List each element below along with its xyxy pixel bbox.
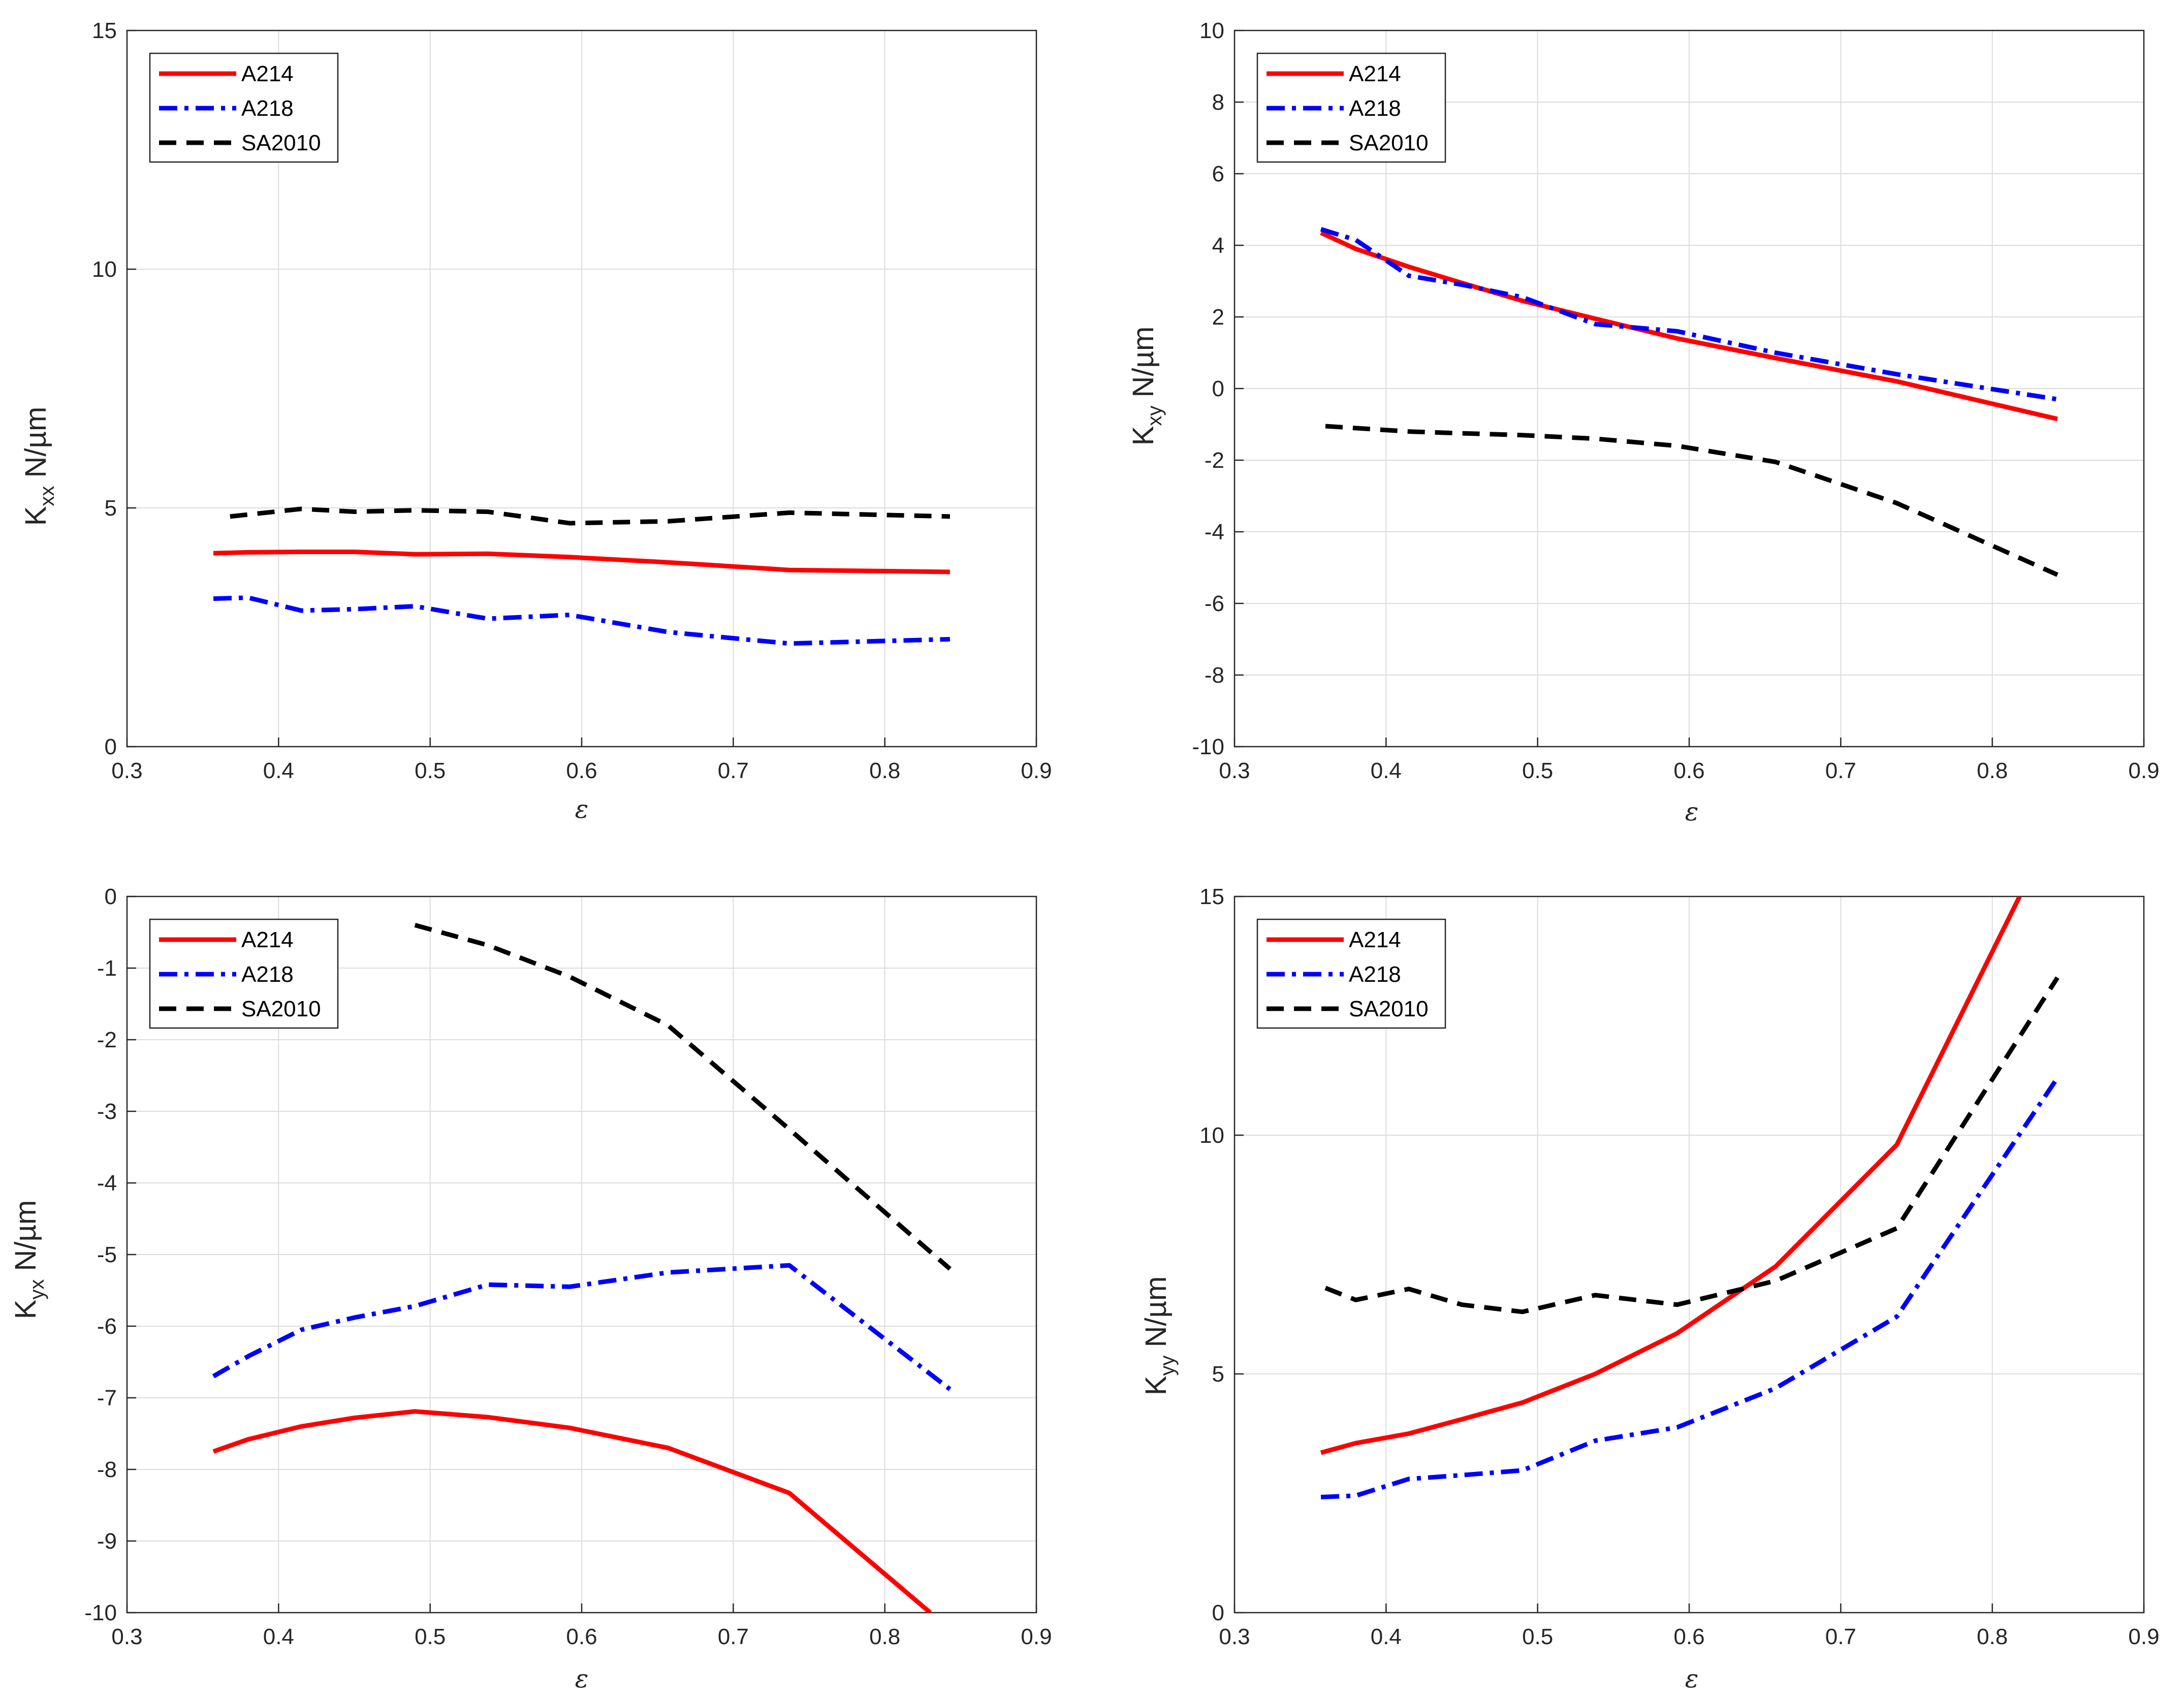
x-tick-label: 0.6 [566, 758, 597, 783]
x-tick-label: 0.5 [1522, 1624, 1553, 1649]
x-tick-label: 0.8 [1977, 1624, 2008, 1649]
x-tick-label: 0.5 [415, 1624, 446, 1649]
y-tick-label: 0 [1212, 1600, 1224, 1625]
ylabel-kxy: Kxy N/µm [1127, 327, 1166, 446]
xlabel-kxy: ε [1685, 797, 1699, 826]
y-tick-label: 15 [1199, 884, 1224, 909]
y-tick-label: -2 [1205, 448, 1224, 473]
x-tick-label: 0.6 [1673, 1624, 1704, 1649]
series-line-a214 [1320, 231, 2058, 422]
y-tick-label: -8 [1205, 663, 1224, 688]
y-tick-label: 10 [1199, 1123, 1224, 1148]
y-tick-label: -6 [97, 1314, 117, 1339]
x-tick-label: 0.4 [1371, 758, 1402, 783]
series-line-a218 [213, 595, 951, 646]
legend-label-a218: A218 [241, 962, 294, 987]
y-tick-label: -10 [1192, 734, 1224, 759]
y-tick-label: 5 [105, 496, 117, 521]
y-tick-label: 4 [1212, 233, 1224, 258]
xlabel-kyx: ε [575, 1664, 589, 1693]
series-line-sa2010 [230, 506, 951, 526]
y-tick-label: 6 [1212, 162, 1224, 186]
x-tick-label: 0.8 [869, 1624, 900, 1649]
x-tick-label: 0.5 [415, 758, 446, 783]
x-tick-label: 0.7 [718, 1624, 749, 1649]
subplot-kyy: Kyy N/µm ε 0.3 0.4 0.5 0.6 0.7 0.8 0.9 0 5 10 15 A2… [1140, 884, 2160, 1693]
y-tick-label: 2 [1212, 305, 1224, 330]
y-tick-label: -5 [97, 1242, 117, 1267]
legend-label-sa2010: SA2010 [1349, 997, 1429, 1021]
series-line-sa2010 [414, 923, 952, 1271]
legend-kyy: A214 A218 SA2010 [1256, 918, 1446, 1029]
x-tick-label: 0.3 [111, 1624, 142, 1649]
legend-label-sa2010: SA2010 [241, 131, 321, 155]
legend-label-sa2010: SA2010 [241, 997, 321, 1021]
subplot-kyx: Kyx N/µm ε 0.3 0.4 0.5 0.6 0.7 0.8 0.9-10-9-8-… [9, 884, 1052, 1693]
x-tick-label: 0.6 [566, 1624, 597, 1649]
series-line-a214 [1320, 896, 2022, 1455]
y-tick-label: -6 [1205, 591, 1224, 616]
y-tick-label: 10 [1199, 18, 1224, 43]
x-tick-label: 0.9 [1021, 758, 1052, 783]
x-tick-label: 0.7 [1825, 1624, 1856, 1649]
y-tick-label: 8 [1212, 90, 1224, 115]
x-tick-label: 0.9 [1021, 1624, 1052, 1649]
legend-kxy: A214 A218 SA2010 [1256, 52, 1446, 163]
x-tick-label: 0.3 [111, 758, 142, 783]
legend-label-sa2010: SA2010 [1349, 131, 1429, 155]
ylabel-kyy: Kyy N/µm [1140, 1276, 1179, 1396]
x-tick-label: 0.9 [2128, 1624, 2159, 1649]
legend-kyx: A214 A218 SA2010 [149, 918, 339, 1029]
legend-label-a214: A214 [1349, 927, 1401, 952]
series-line-a214 [212, 1409, 932, 1613]
y-tick-label: -9 [97, 1529, 117, 1554]
xlabel-kyy: ε [1685, 1664, 1699, 1693]
y-tick-label: 5 [1212, 1362, 1224, 1387]
x-tick-label: 0.4 [1371, 1624, 1402, 1649]
y-tick-label: -1 [97, 956, 117, 981]
x-tick-label: 0.3 [1219, 1624, 1250, 1649]
legend-label-a218: A218 [241, 96, 294, 121]
legend-label-a218: A218 [1349, 96, 1401, 121]
y-tick-label: 15 [92, 18, 117, 43]
legend-label-a214: A214 [1349, 61, 1401, 86]
x-tick-label: 0.4 [263, 1624, 294, 1649]
x-tick-label: 0.7 [1825, 758, 1856, 783]
y-tick-label: 0 [105, 884, 117, 909]
y-tick-label: 0 [1212, 376, 1224, 401]
y-tick-label: -10 [84, 1600, 117, 1625]
series-line-sa2010 [1325, 424, 2059, 577]
ylabel-kyx: Kyx N/µm [9, 1200, 48, 1320]
x-tick-label: 0.9 [2128, 758, 2159, 783]
x-tick-label: 0.3 [1219, 758, 1250, 783]
series-line-a218 [1320, 227, 2058, 402]
legend-kxx: A214 A218 SA2010 [149, 52, 339, 163]
y-tick-label: -4 [97, 1171, 117, 1196]
series-line-a218 [1320, 1076, 2060, 1499]
y-tick-label: -7 [97, 1386, 117, 1410]
series-line-sa2010 [1324, 976, 2060, 1314]
y-tick-label: -8 [97, 1457, 117, 1482]
x-tick-label: 0.7 [718, 758, 749, 783]
ylabel-kxx: Kxx N/µm [19, 407, 58, 526]
subplot-kxx: Kxx N/µm ε 0.3 0.4 0.5 0.6 0.7 0.8 0.9 0 5 10 15 A2… [19, 18, 1052, 824]
x-tick-label: 0.8 [869, 758, 900, 783]
y-tick-label: 10 [92, 257, 117, 282]
series-line-a214 [213, 550, 950, 574]
x-tick-label: 0.8 [1977, 758, 2008, 783]
x-tick-label: 0.6 [1673, 758, 1704, 783]
x-tick-label: 0.4 [263, 758, 294, 783]
legend-label-a218: A218 [1349, 962, 1401, 987]
y-tick-label: -3 [97, 1099, 117, 1124]
y-tick-label: -2 [97, 1028, 117, 1052]
legend-label-a214: A214 [241, 927, 294, 952]
y-tick-label: -4 [1205, 520, 1224, 544]
xlabel-kxx: ε [575, 794, 589, 824]
x-tick-label: 0.5 [1522, 758, 1553, 783]
subplot-kxy: Kxy N/µm ε 0.3 0.4 0.5 0.6 0.7 0.8 0.9 -10 -8 -6 -… [1127, 18, 2160, 826]
y-tick-label: 0 [105, 734, 117, 759]
legend-label-a214: A214 [241, 61, 294, 86]
